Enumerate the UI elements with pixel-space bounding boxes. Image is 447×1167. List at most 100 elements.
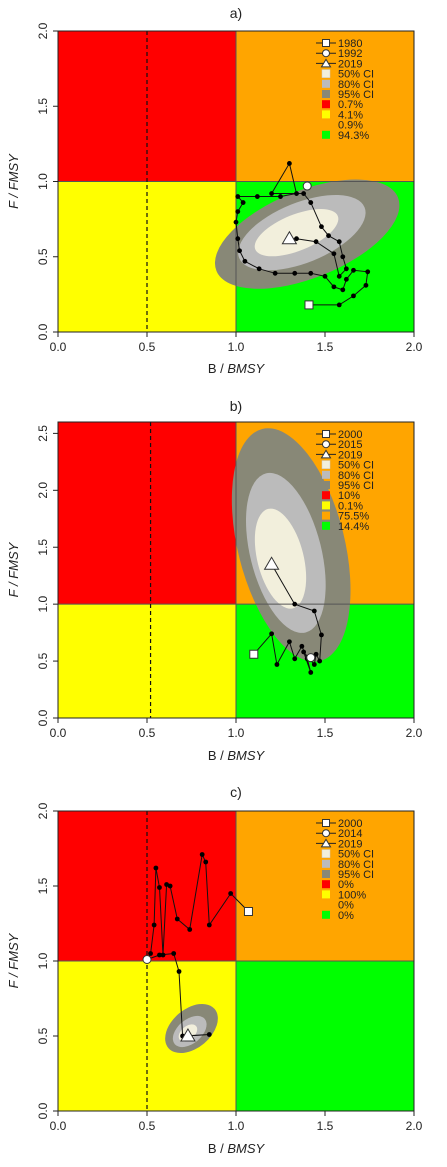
legend-label: 0.7% [338,99,363,111]
trajectory-point [171,951,177,956]
legend-label: 10% [338,490,360,502]
x-tick-label: 1.5 [317,1119,334,1133]
legend-label: 95% CI [338,89,374,101]
trajectory-point [301,191,307,196]
x-tick-label: 0.0 [50,340,67,354]
quadrant-overfished [58,604,236,718]
y-axis-label: F / FMSY [6,541,21,597]
trajectory-point [311,608,317,614]
legend-swatch [322,870,330,878]
legend-swatch [322,110,330,119]
trajectory-point [203,859,209,865]
legend-swatch [322,491,330,500]
y-axis-label-main: F / [6,190,21,209]
trajectory-point [343,266,349,272]
mid-year-marker [142,955,152,964]
legend-square-marker [322,819,330,827]
legend-label: 4.1% [338,109,363,121]
trajectory-point [301,649,307,655]
legend-label: 1980 [338,38,362,50]
trajectory-point [274,662,280,667]
trajectory-point [340,287,346,293]
legend-label: 2019 [338,838,362,850]
trajectory-point [308,270,314,276]
legend-item: 0% [322,879,354,891]
legend-label: 0% [338,910,354,922]
trajectory-point [292,601,298,607]
legend-item: 2000 [316,429,362,441]
trajectory-point [287,639,292,645]
trajectory-point [254,194,260,199]
legend-item: 95% CI [322,480,374,492]
legend-label: 0% [338,879,354,891]
panel-title: b) [230,398,242,414]
legend-swatch [322,470,330,479]
trajectory-point [174,916,180,922]
legend-circle-marker [322,440,330,449]
legend-swatch [321,69,331,78]
legend-triangle-marker [320,449,332,459]
trajectory-point [331,251,337,257]
mid-year-marker [306,653,316,663]
x-tick-label: 2.0 [406,726,423,740]
trajectory-point [187,927,193,932]
x-tick-label: 2.0 [406,340,423,354]
legend-label: 2000 [338,429,362,441]
y-tick-label: 2.0 [36,22,50,39]
legend-label: 50% CI [338,849,374,861]
legend-item: 95% CI [322,89,374,101]
legend-label: 100% [338,889,366,901]
trajectory-point [294,191,299,196]
x-axis-label-sub: BMSY [227,1141,265,1156]
legend-item: 0% [322,900,354,912]
trajectory-point [157,885,162,890]
quadrant-overfished-overfishing [58,31,236,182]
legend-label: 95% CI [338,869,374,881]
trajectory-point [256,266,262,272]
x-tick-label: 0.5 [139,1119,156,1133]
y-tick-label: 0.5 [36,652,50,669]
legend-label: 0.9% [338,120,363,132]
legend-item: 2019 [316,838,362,850]
legend-item: 50% CI [321,460,374,472]
legend-label: 2015 [338,439,362,451]
legend-swatch [322,910,330,919]
kobe-panel-3: 0.0 0.5 1.0 1.5 2.0 0.0 0.5 1.0 1.5 2.0 c) B / BMSY… [6,784,423,1156]
x-tick-label: 1.0 [228,726,245,740]
legend-item: 75.5% [322,511,369,523]
trajectory-point [308,670,314,675]
trajectory-line [253,564,322,673]
x-tick-label: 1.0 [228,340,245,354]
legend-item: 2019 [316,449,362,461]
panel-title: a) [230,5,242,21]
legend-item: 4.1% [322,109,363,121]
trajectory-point [308,200,314,205]
trajectory-point [343,276,349,282]
legend-swatch [322,501,330,510]
trajectory-point [363,282,369,288]
x-tick-label: 2.0 [406,1119,423,1133]
final-year-marker [180,1028,196,1042]
y-tick-label: 1.0 [36,173,50,190]
y-tick-label: 0.0 [36,1102,50,1119]
legend-item: 14.4% [322,521,369,533]
legend-square-marker [322,430,330,438]
trajectory-point [164,882,169,887]
legend-item: 10% [322,490,360,502]
legend-circle-marker [322,49,330,58]
trajectory-point [235,194,241,199]
y-tick-label: 1.5 [36,877,50,894]
trajectory-point [235,236,241,242]
legend-triangle-marker [320,838,332,848]
ci-region-3 [254,508,307,609]
legend-swatch [321,460,331,469]
start-year-marker [243,907,253,916]
legend-swatch [322,880,330,889]
y-tick-label: 2.0 [36,802,50,819]
y-axis-label-main: F / [6,579,21,598]
legend-label: 50% CI [338,460,374,472]
x-axis-label-main: B / [208,748,228,763]
